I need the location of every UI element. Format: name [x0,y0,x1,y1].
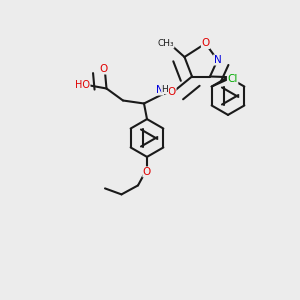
Text: O: O [99,64,108,74]
Text: N: N [156,85,164,95]
Text: O: O [201,38,210,49]
Text: Cl: Cl [227,74,238,84]
Text: CH₃: CH₃ [157,39,174,48]
Text: HO: HO [75,80,90,91]
Text: H: H [162,85,168,94]
Text: O: O [143,167,151,177]
Text: N: N [214,55,221,65]
Text: O: O [168,86,176,97]
